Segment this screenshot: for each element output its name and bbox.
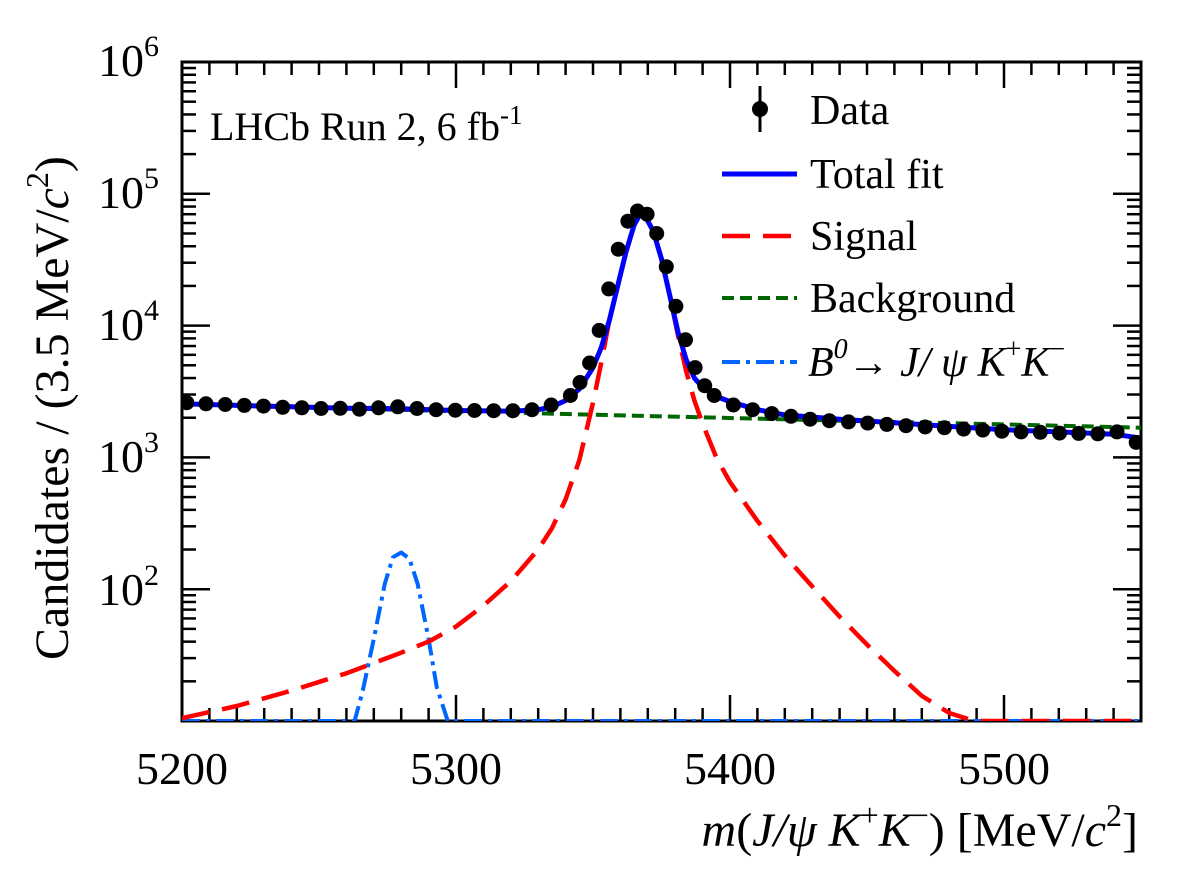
data-point	[572, 375, 588, 390]
data-point	[591, 322, 607, 338]
legend-label-background: Background	[810, 276, 1015, 322]
data-point	[994, 423, 1010, 439]
data-point	[917, 419, 933, 435]
data-point	[687, 360, 703, 376]
data-point	[447, 402, 463, 418]
legend-label-data: Data	[810, 88, 890, 134]
x-tick-label: 5400	[684, 743, 776, 794]
data-point	[936, 420, 952, 436]
legend-item-background: Background	[722, 276, 1015, 322]
data-point	[668, 298, 684, 314]
data-point	[610, 241, 626, 257]
data-point	[182, 395, 195, 411]
data-point	[601, 281, 617, 297]
data-point	[898, 418, 914, 434]
plot-frame	[180, 60, 1143, 723]
legend-label-signal: Signal	[810, 214, 917, 260]
x-tick-labels: 5200 5300 5400 5500	[136, 743, 1050, 794]
legend-item-b0: B0→ J/ ψ K+K−	[722, 334, 1065, 386]
data-point	[236, 397, 252, 413]
legend: Data Total fit Signal Background B0→ J/ …	[722, 86, 1065, 386]
data-point	[1032, 424, 1048, 440]
data-point	[620, 213, 636, 229]
data-point	[294, 400, 310, 416]
data-point	[543, 397, 559, 413]
data-point	[678, 332, 693, 348]
data-point	[467, 403, 482, 418]
legend-swatch-data	[752, 101, 768, 117]
data-point	[428, 402, 444, 418]
data-point	[841, 414, 856, 430]
legend-item-data: Data	[752, 86, 890, 134]
data-point	[725, 397, 741, 413]
axis-ticks	[180, 62, 1143, 723]
data-point	[639, 206, 655, 222]
y-tick-label: 102	[98, 559, 159, 615]
data-point	[486, 403, 502, 419]
y-tick-label: 105	[98, 162, 159, 218]
data-point	[1071, 425, 1087, 441]
data-point	[1052, 425, 1067, 441]
data-point	[975, 422, 991, 438]
y-axis-label: Candidates / (3.5 MeV/c2)	[19, 156, 79, 660]
data-point	[524, 402, 540, 418]
data-point	[658, 259, 674, 275]
data-point	[371, 400, 387, 416]
data-point	[332, 400, 348, 416]
x-axis-label: m(J/ψ K+K−) [MeV/c2]	[702, 797, 1138, 857]
x-tick-label: 5300	[410, 743, 502, 794]
x-tick-label: 5200	[136, 743, 228, 794]
data-point	[649, 226, 665, 241]
legend-item-total-fit: Total fit	[722, 152, 944, 198]
data-point	[313, 401, 329, 416]
data-point	[582, 355, 598, 371]
data-point	[956, 421, 972, 437]
data-point	[745, 402, 761, 418]
data-point	[275, 399, 291, 415]
lhcb-annotation: LHCb Run 2, 6 fb-1	[210, 100, 523, 149]
y-tick-label: 104	[98, 294, 159, 350]
data-point	[505, 403, 521, 419]
data-point	[764, 406, 780, 422]
data-point	[802, 411, 818, 427]
data-points	[182, 203, 1141, 450]
legend-label-b0: B0→ J/ ψ K+K−	[808, 334, 1065, 386]
y-tick-label: 106	[98, 30, 159, 86]
data-point	[198, 396, 214, 412]
data-point	[821, 413, 837, 429]
data-point	[1128, 434, 1141, 450]
y-tick-label: 103	[98, 426, 159, 482]
data-point	[860, 415, 876, 431]
data-point	[879, 416, 895, 432]
data-point	[1090, 426, 1106, 442]
data-point	[1109, 424, 1125, 440]
data-point	[390, 399, 406, 415]
legend-label-total-fit: Total fit	[810, 152, 944, 198]
legend-item-signal: Signal	[722, 214, 917, 260]
x-tick-label: 5500	[958, 743, 1050, 794]
y-tick-labels: 102 103 104 105 106	[98, 30, 159, 615]
data-point	[697, 378, 713, 394]
data-point	[706, 388, 722, 403]
data-point	[409, 401, 425, 416]
data-point	[783, 408, 799, 424]
data-point	[351, 401, 367, 417]
b0-curve	[182, 550, 1141, 721]
data-point	[1013, 424, 1029, 440]
data-point	[562, 388, 578, 403]
data-point	[256, 398, 271, 414]
data-point	[217, 397, 233, 412]
